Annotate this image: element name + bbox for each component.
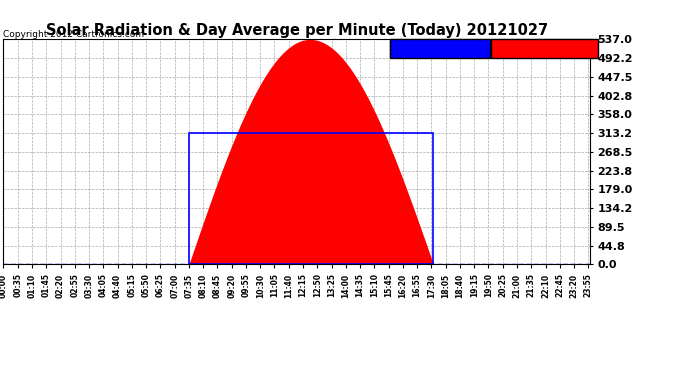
Text: Radiation  (W/m2): Radiation (W/m2) <box>494 42 586 51</box>
Text: Copyright 2012 Cartronics.com: Copyright 2012 Cartronics.com <box>3 30 145 39</box>
Text: Median  (W/m2): Median (W/m2) <box>393 42 474 51</box>
Bar <box>189 133 433 264</box>
Title: Solar Radiation & Day Average per Minute (Today) 20121027: Solar Radiation & Day Average per Minute… <box>46 23 548 38</box>
